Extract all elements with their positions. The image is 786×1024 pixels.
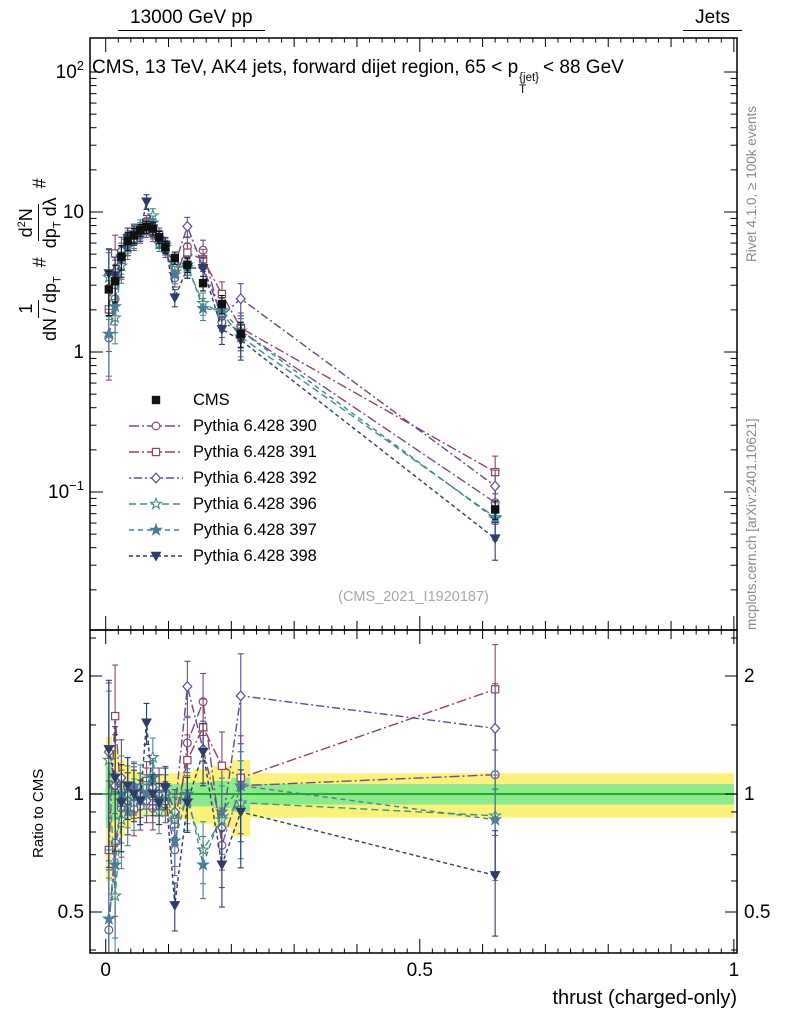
- frac2-denominator: dpT dλ: [40, 197, 64, 249]
- ratio-y-tick-label-right: 2: [744, 666, 755, 687]
- legend-label: Pythia 6.428 397: [193, 520, 317, 539]
- ratio-y-tick-label-right: 0.5: [744, 902, 770, 923]
- main-y-tick-label: 10−1: [48, 478, 84, 503]
- ratio-curve-pythia-6-428-398: [103, 679, 501, 937]
- legend-sample-circle-icon: [129, 421, 183, 431]
- legend-item-pythia-6-428-390: Pythia 6.428 390: [128, 413, 317, 439]
- legend-item-pythia-6-428-396: Pythia 6.428 396: [128, 491, 317, 517]
- legend-sample-star-icon: [129, 522, 183, 536]
- main-y-tick-label: 102: [56, 58, 84, 83]
- rivet-version-note: Rivet 4.1.0, ≥ 100k events: [744, 106, 759, 262]
- frac1-denominator: dN / dpT: [40, 276, 64, 341]
- legend-label: Pythia 6.428 398: [193, 546, 317, 565]
- main-y-tick-label: 1: [73, 342, 84, 363]
- ratio-y-tick-label: 2: [73, 666, 84, 687]
- ratio-curve-pythia-6-428-396: [101, 690, 503, 953]
- legend-item-cms: CMS: [128, 387, 317, 413]
- main-panel-data: [101, 194, 503, 561]
- legend-label: Pythia 6.428 392: [193, 468, 317, 487]
- axes-frame: [89, 37, 738, 954]
- pt-jet-superscript: {jet}: [519, 72, 539, 84]
- cms-data-points: [104, 220, 500, 520]
- analysis-group-label: Jets: [683, 7, 742, 31]
- ratio-curve-pythia-6-428-392: [103, 653, 501, 871]
- pt-subscript: T: [519, 83, 527, 96]
- legend-label: Pythia 6.428 396: [193, 494, 317, 513]
- tick-labels: 0 0.5 1 102 10 1 10−1 2 2 1 1 0.5 0.5: [48, 58, 770, 981]
- hash-glyph: #: [29, 257, 50, 268]
- frac1-numerator: 1: [16, 299, 39, 318]
- main-y-axis-label: 1 dN / dpT # d2N dpT dλ #: [16, 178, 64, 350]
- x-axis-label: thrust (charged-only): [552, 987, 737, 1009]
- x-tick-label: 1: [729, 960, 740, 981]
- ratio-y-tick-label: 0.5: [58, 902, 84, 923]
- plot-title-tail: < 88 GeV: [543, 57, 624, 78]
- main-y-tick-label: 10: [63, 202, 84, 223]
- uncertainty-bands: [90, 736, 737, 881]
- x-tick-label: 0.5: [407, 960, 433, 981]
- legend-sample-triangle-down-icon: [129, 551, 183, 562]
- hash-glyph: #: [29, 178, 50, 189]
- ratio-y-axis-label: Ratio to CMS: [30, 768, 47, 858]
- legend-item-pythia-6-428-397: Pythia 6.428 397: [128, 517, 317, 543]
- legend-item-pythia-6-428-398: Pythia 6.428 398: [128, 543, 317, 569]
- ylabel-fraction-2: d2N dpT dλ: [16, 195, 64, 250]
- ratio-y-tick-label-right: 1: [744, 784, 755, 805]
- pt-jet-stack: {jet} T: [519, 72, 539, 96]
- legend-sample-square-icon: [129, 447, 183, 457]
- ylabel-fraction-1: 1 dN / dpT: [16, 274, 64, 343]
- beam-energy-label: 13000 GeV pp: [118, 7, 265, 31]
- analysis-id-watermark: (CMS_2021_I1920187): [338, 589, 489, 605]
- ratio-y-tick-label: 1: [73, 784, 84, 805]
- legend-sample-square-icon: [151, 395, 161, 405]
- legend-sample-diamond-icon: [129, 472, 183, 484]
- ratio-panel-data: [101, 644, 503, 953]
- frac2-numerator: d2N: [16, 204, 39, 242]
- plot-title: CMS, 13 TeV, AK4 jets, forward dijet reg…: [92, 57, 624, 96]
- mcplots-arxiv-note: mcplots.cern.ch [arXiv:2401.10621]: [744, 418, 759, 630]
- legend-sample-star-icon: [129, 496, 183, 510]
- plot-title-text: CMS, 13 TeV, AK4 jets, forward dijet reg…: [92, 57, 519, 78]
- legend-item-pythia-6-428-391: Pythia 6.428 391: [128, 439, 317, 465]
- legend-label: Pythia 6.428 390: [193, 416, 317, 435]
- legend-label: CMS: [193, 390, 230, 409]
- ratio-curve-pythia-6-428-390: [104, 672, 500, 953]
- x-tick-label: 0: [100, 960, 111, 981]
- legend-item-pythia-6-428-392: Pythia 6.428 392: [128, 465, 317, 491]
- legend-label: Pythia 6.428 391: [193, 442, 317, 461]
- legend: CMS Pythia 6.428 390 Pythia 6.428 391 Pythi…: [128, 387, 317, 569]
